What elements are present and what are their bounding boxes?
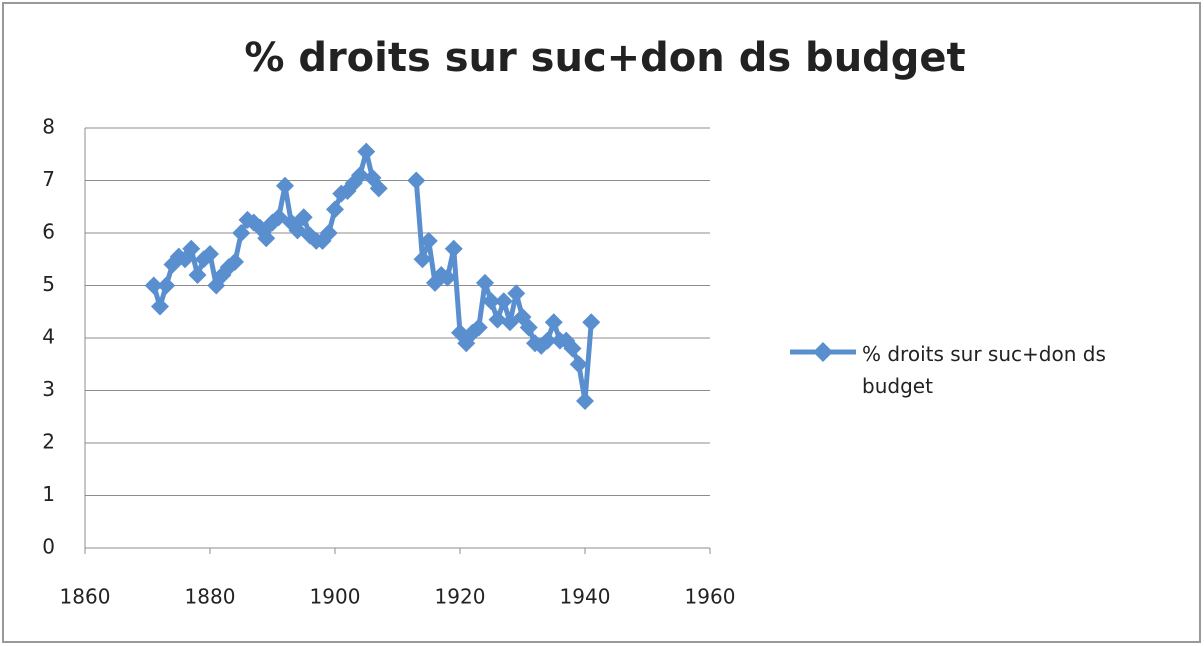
- point-marker: [576, 392, 594, 410]
- y-tick-label: 3: [42, 377, 55, 401]
- point-marker: [319, 224, 338, 242]
- point-marker: [369, 179, 388, 198]
- x-tick-label: 1920: [435, 585, 486, 609]
- point-marker: [507, 284, 526, 303]
- y-tick-label: 7: [42, 167, 55, 191]
- y-tick-label: 1: [42, 482, 55, 506]
- y-tick-label: 4: [42, 325, 55, 349]
- y-tick-label: 2: [42, 430, 55, 454]
- point-marker: [257, 229, 276, 248]
- x-tick-label: 1960: [685, 585, 736, 609]
- point-marker: [519, 318, 538, 337]
- point-marker: [419, 231, 438, 250]
- x-tick-label: 1880: [185, 585, 236, 609]
- point-marker: [582, 313, 601, 332]
- point-marker: [438, 268, 457, 287]
- point-marker: [276, 176, 294, 195]
- point-marker: [294, 208, 313, 227]
- legend-marker: [813, 342, 833, 362]
- point-marker: [482, 292, 501, 311]
- point-marker: [476, 273, 494, 292]
- point-marker: [157, 276, 176, 295]
- point-marker: [407, 171, 426, 190]
- x-tick-label: 1900: [310, 585, 361, 609]
- legend-label: % droits sur suc+don ds budget: [862, 342, 1106, 398]
- x-tick-label: 1940: [560, 585, 611, 609]
- y-tick-label: 5: [42, 272, 55, 296]
- point-marker: [326, 200, 344, 219]
- point-marker: [201, 245, 219, 263]
- point-marker: [232, 224, 251, 242]
- chart-title: % droits sur suc+don ds budget: [244, 35, 965, 81]
- y-tick-label: 8: [42, 115, 55, 139]
- point-marker: [413, 250, 432, 269]
- point-marker: [226, 252, 244, 271]
- y-tick-label: 6: [42, 220, 55, 244]
- point-marker: [351, 166, 369, 185]
- point-marker: [544, 313, 563, 332]
- point-marker: [569, 355, 588, 374]
- point-marker: [469, 318, 488, 337]
- point-marker: [188, 266, 207, 284]
- point-marker: [488, 310, 507, 329]
- point-marker: [144, 276, 163, 295]
- point-marker: [151, 297, 169, 316]
- point-marker: [494, 292, 513, 311]
- point-marker: [444, 239, 463, 258]
- point-marker: [182, 239, 201, 258]
- point-marker: [538, 331, 557, 350]
- x-tick-label: 1860: [60, 585, 111, 609]
- point-marker: [357, 142, 376, 161]
- y-tick-label: 0: [42, 535, 55, 559]
- point-marker: [563, 339, 582, 358]
